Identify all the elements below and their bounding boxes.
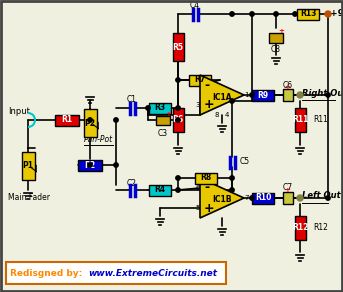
Text: 6: 6 xyxy=(196,185,200,191)
Text: www.ExtremeCircuits.net: www.ExtremeCircuits.net xyxy=(88,269,217,277)
Text: Left Out: Left Out xyxy=(302,192,341,201)
Text: Right Out: Right Out xyxy=(302,88,343,98)
Text: Input: Input xyxy=(8,107,30,117)
FancyBboxPatch shape xyxy=(6,262,226,284)
Circle shape xyxy=(293,12,297,16)
Text: 8: 8 xyxy=(215,112,219,118)
Bar xyxy=(252,90,274,100)
Text: C6: C6 xyxy=(283,81,293,90)
Text: Pan-Pot: Pan-Pot xyxy=(84,135,113,145)
Text: R2: R2 xyxy=(84,161,96,169)
Bar xyxy=(78,159,102,171)
Text: C4: C4 xyxy=(190,1,200,11)
Text: R5: R5 xyxy=(173,43,184,51)
Circle shape xyxy=(250,93,254,97)
Text: R11: R11 xyxy=(313,116,328,124)
Bar xyxy=(297,8,319,20)
Text: +: + xyxy=(204,201,215,215)
Text: C5: C5 xyxy=(240,157,250,166)
Text: +: + xyxy=(284,187,290,193)
Text: +9V: +9V xyxy=(330,10,343,18)
Circle shape xyxy=(274,12,278,16)
Text: C1: C1 xyxy=(127,95,137,105)
Circle shape xyxy=(176,188,180,192)
Bar xyxy=(84,109,97,137)
Text: 7: 7 xyxy=(244,195,248,201)
Text: 4: 4 xyxy=(225,112,229,118)
Text: IC1A: IC1A xyxy=(212,93,232,102)
Circle shape xyxy=(176,78,180,82)
Text: 3: 3 xyxy=(196,102,200,108)
Text: R8: R8 xyxy=(200,173,212,182)
Text: C7: C7 xyxy=(283,183,293,192)
Circle shape xyxy=(230,176,234,180)
Circle shape xyxy=(326,196,330,200)
Polygon shape xyxy=(200,75,244,115)
Circle shape xyxy=(176,106,180,110)
Text: R10: R10 xyxy=(255,194,271,202)
Text: 5: 5 xyxy=(196,205,200,211)
Circle shape xyxy=(297,92,303,98)
Text: R9: R9 xyxy=(258,91,269,100)
Text: R12: R12 xyxy=(313,223,328,232)
Text: +: + xyxy=(284,84,290,90)
Circle shape xyxy=(88,163,92,167)
Bar xyxy=(295,108,306,132)
Text: IC1B: IC1B xyxy=(212,196,232,204)
Text: R11: R11 xyxy=(292,116,308,124)
Text: R1: R1 xyxy=(61,116,73,124)
Text: Redisgned by:: Redisgned by: xyxy=(10,269,85,277)
Text: Main Fader: Main Fader xyxy=(8,194,50,202)
Circle shape xyxy=(326,12,330,16)
Text: P2: P2 xyxy=(84,119,95,128)
Bar xyxy=(149,185,171,196)
Text: R3: R3 xyxy=(154,103,166,112)
Circle shape xyxy=(88,118,92,122)
Circle shape xyxy=(146,106,150,110)
Circle shape xyxy=(230,99,234,103)
Circle shape xyxy=(230,188,234,192)
Bar xyxy=(173,33,184,61)
Bar xyxy=(55,114,79,126)
Text: -: - xyxy=(204,182,209,194)
Bar xyxy=(156,116,170,124)
Bar xyxy=(189,74,211,86)
Bar xyxy=(269,33,283,43)
Polygon shape xyxy=(200,178,244,218)
Bar xyxy=(173,108,184,132)
Circle shape xyxy=(114,163,118,167)
Circle shape xyxy=(114,118,118,122)
Bar xyxy=(22,152,35,180)
Circle shape xyxy=(176,118,180,122)
Circle shape xyxy=(250,196,254,200)
Circle shape xyxy=(325,11,331,17)
Circle shape xyxy=(297,195,303,201)
Bar xyxy=(252,192,274,204)
Text: 1: 1 xyxy=(244,92,248,98)
Text: C3: C3 xyxy=(158,128,168,138)
Text: R7: R7 xyxy=(194,76,205,84)
Text: R13: R13 xyxy=(300,10,316,18)
Text: R12: R12 xyxy=(292,223,308,232)
Text: +: + xyxy=(278,28,284,34)
Bar xyxy=(149,102,171,114)
Bar xyxy=(283,89,293,101)
Bar xyxy=(295,216,306,240)
Circle shape xyxy=(250,12,254,16)
Text: +: + xyxy=(204,98,215,112)
Text: P1: P1 xyxy=(23,161,34,171)
Text: R4: R4 xyxy=(154,185,166,194)
Text: C8: C8 xyxy=(271,46,281,55)
Text: C2: C2 xyxy=(127,178,137,187)
Bar xyxy=(195,173,217,183)
Text: R6: R6 xyxy=(173,116,184,124)
Circle shape xyxy=(298,93,302,97)
Text: 2: 2 xyxy=(196,82,200,88)
Bar xyxy=(283,192,293,204)
Text: -: - xyxy=(204,79,209,91)
Circle shape xyxy=(326,93,330,97)
Circle shape xyxy=(230,12,234,16)
Text: +: + xyxy=(165,110,171,117)
Circle shape xyxy=(176,176,180,180)
